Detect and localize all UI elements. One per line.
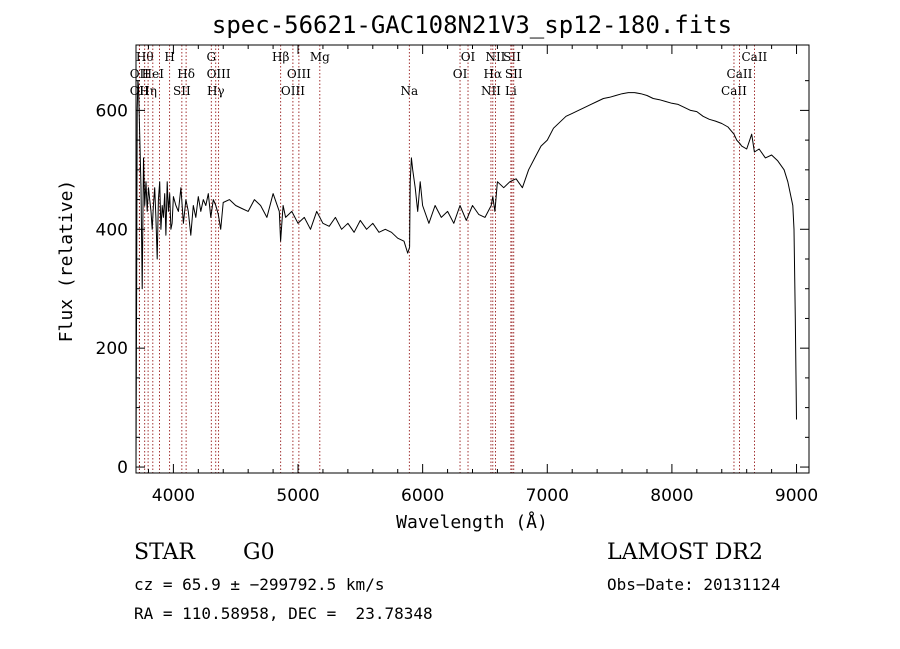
line-label: Mg	[310, 50, 330, 64]
y-tick-label: 0	[117, 458, 128, 478]
flux-series-line	[135, 80, 797, 468]
line-label: G	[206, 50, 216, 64]
plot-area	[135, 44, 810, 474]
line-label: OI	[453, 67, 468, 81]
object-class: STAR	[134, 540, 195, 565]
x-tick-label: 6000	[401, 486, 444, 506]
line-label: Hδ	[177, 67, 195, 81]
line-label: OIII	[207, 67, 231, 81]
x-axis-label: Wavelength (Å)	[396, 511, 548, 533]
line-label: Hβ	[272, 50, 289, 64]
redshift-info: cz = 65.9 ± −299792.5 km/s	[134, 575, 385, 594]
survey-name: LAMOST DR2	[607, 540, 763, 565]
line-label: SII	[503, 50, 521, 64]
x-tick-label: 5000	[276, 486, 319, 506]
y-tick-label: 400	[96, 220, 128, 240]
line-label: Li	[505, 84, 517, 98]
x-tick-label: 9000	[775, 486, 818, 506]
y-tick-label: 200	[96, 339, 128, 359]
observation-date: Obs−Date: 20131124	[607, 575, 781, 594]
line-label: CaII	[741, 50, 767, 64]
line-markers: OIIOIIHθHηHeIHSIIHδGHγOIIIHβOIIIOIIIMgNa…	[130, 45, 768, 473]
line-label: Hη	[139, 84, 157, 98]
chart-title: spec-56621-GAC108N21V3_sp12-180.fits	[212, 11, 732, 39]
axis-ticks: 4000 5000 6000 7000 8000 9000 0 200 400 600	[96, 45, 818, 506]
coordinates-info: RA = 110.58958, DEC = 23.78348	[134, 604, 433, 623]
line-label: CaII	[727, 67, 753, 81]
x-tick-label: 8000	[650, 486, 693, 506]
line-label: NII	[485, 50, 505, 64]
line-label: SII	[173, 84, 191, 98]
x-tick-label: 7000	[526, 486, 569, 506]
x-tick-label: 4000	[152, 486, 195, 506]
line-label: Hθ	[136, 50, 154, 64]
line-label: NII	[481, 84, 501, 98]
object-subclass: G0	[243, 540, 275, 565]
line-label: Na	[400, 84, 418, 98]
y-tick-label: 600	[96, 101, 128, 121]
line-label: Hα	[484, 67, 503, 81]
line-label: OIII	[281, 84, 305, 98]
line-label: HeI	[142, 67, 165, 81]
plot-frame	[135, 44, 810, 474]
line-label: SII	[505, 67, 523, 81]
line-label: CaII	[721, 84, 747, 98]
line-label: Hγ	[207, 84, 225, 98]
line-label: OI	[461, 50, 476, 64]
y-axis-label: Flux (relative)	[56, 180, 77, 343]
line-label: OIII	[287, 67, 311, 81]
line-label: H	[164, 50, 174, 64]
